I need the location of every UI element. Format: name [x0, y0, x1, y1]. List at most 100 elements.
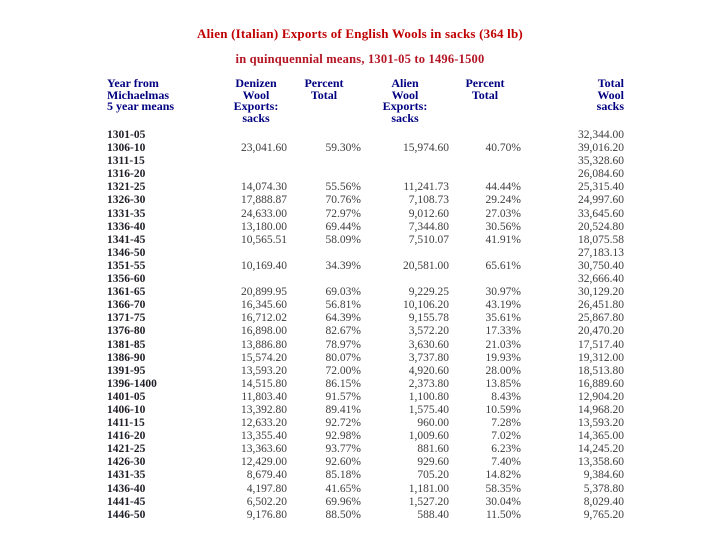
denizen-percent-cell: 86.15%	[325, 377, 361, 390]
denizen-percent-cell: 59.30%	[325, 142, 361, 155]
year-cell: 1436-40	[107, 482, 146, 495]
year-cell: 1356-60	[107, 273, 146, 286]
alien-percent-cell: 28.00%	[485, 364, 521, 377]
alien-exports-cell: 3,572.20	[408, 325, 449, 338]
alien-percent-cell: 29.24%	[485, 194, 521, 207]
denizen-percent-cell: 56.81%	[325, 299, 361, 312]
wool-exports-table: Year from Michaelmas 5 year means Denize…	[107, 76, 624, 522]
alien-exports-cell: 705.20	[417, 469, 449, 482]
alien-exports-cell: 10,106.20	[403, 299, 449, 312]
alien-percent-cell: 35.61%	[485, 312, 521, 325]
table-row: 1321-25 14,074.30 55.56% 11,241.73 44.44% 25,…	[107, 181, 624, 194]
total-cell: 30,129.20	[578, 286, 624, 299]
total-cell: 14,245.20	[578, 443, 624, 456]
table-row: 1446-50 9,176.80 88.50% 588.40 11.50% 9,765.2…	[107, 509, 624, 522]
alien-percent-cell: 7.40%	[491, 456, 521, 469]
alien-percent-cell: 30.04%	[485, 495, 521, 508]
total-cell: 25,315.40	[578, 181, 624, 194]
denizen-exports-cell: 10,169.40	[241, 259, 287, 272]
denizen-percent-cell	[287, 129, 361, 142]
denizen-percent-cell: 69.96%	[325, 495, 361, 508]
denizen-percent-cell: 92.98%	[325, 430, 361, 443]
denizen-percent-cell: 58.09%	[325, 233, 361, 246]
table-row: 1421-25 13,363.60 93.77% 881.60 6.23% 14,245.…	[107, 443, 624, 456]
alien-exports-cell: 7,108.73	[408, 194, 449, 207]
denizen-exports-cell: 20,899.95	[241, 286, 287, 299]
table-body: 1301-05 32,344.00 1306-10 23,041.60 59.30% 15…	[107, 129, 624, 522]
table-row: 1396-1400 14,515.80 86.15% 2,373.80 13.85% 16…	[107, 378, 624, 391]
denizen-percent-cell: 82.67%	[325, 325, 361, 338]
table-row: 1411-15 12,633.20 92.72% 960.00 7.28% 13,593.…	[107, 417, 624, 430]
denizen-exports-cell	[225, 129, 287, 142]
column-header-denizen-percent: Percent Total	[304, 76, 344, 102]
total-cell: 14,968.20	[578, 403, 624, 416]
alien-percent-cell	[449, 155, 521, 168]
year-cell: 1321-25	[107, 181, 146, 194]
denizen-exports-cell: 13,355.40	[241, 430, 287, 443]
total-cell: 13,358.60	[578, 456, 624, 469]
table-row: 1356-60 32,666.40	[107, 273, 624, 286]
alien-exports-cell: 20,581.00	[403, 259, 449, 272]
total-cell: 20,524.80	[578, 220, 624, 233]
year-cell: 1381-85	[107, 338, 146, 351]
alien-percent-cell: 40.70%	[485, 142, 521, 155]
alien-exports-cell	[361, 129, 449, 142]
denizen-exports-cell: 4,197.80	[246, 482, 287, 495]
year-cell: 1371-75	[107, 312, 146, 325]
denizen-percent-cell: 92.72%	[325, 417, 361, 430]
total-cell: 26,084.60	[578, 168, 624, 181]
total-cell: 5,378.80	[583, 482, 624, 495]
alien-exports-cell: 1,009.60	[408, 430, 449, 443]
denizen-exports-cell: 6,502.20	[246, 495, 287, 508]
alien-percent-cell: 43.19%	[485, 299, 521, 312]
year-cell: 1311-15	[107, 155, 145, 168]
alien-exports-cell: 1,527.20	[408, 495, 449, 508]
denizen-exports-cell: 13,886.80	[241, 338, 287, 351]
denizen-percent-cell: 34.39%	[325, 259, 361, 272]
alien-percent-cell: 10.59%	[485, 403, 521, 416]
year-cell: 1421-25	[107, 443, 146, 456]
denizen-exports-cell: 9,176.80	[246, 508, 287, 521]
column-header-total: Total Wool sacks	[596, 76, 624, 113]
table-row: 1336-40 13,180.00 69.44% 7,344.80 30.56% 20,5…	[107, 221, 624, 234]
alien-exports-cell: 881.60	[417, 443, 449, 456]
year-cell: 1386-90	[107, 351, 146, 364]
alien-exports-cell: 9,155.78	[408, 312, 449, 325]
alien-percent-cell: 6.23%	[491, 443, 521, 456]
alien-exports-cell: 960.00	[417, 417, 449, 430]
denizen-percent-cell: 80.07%	[325, 351, 361, 364]
denizen-exports-cell: 14,515.80	[241, 377, 287, 390]
total-cell: 14,365.00	[578, 430, 624, 443]
alien-percent-cell	[449, 129, 521, 142]
denizen-exports-cell: 12,633.20	[241, 417, 287, 430]
table-row: 1366-70 16,345.60 56.81% 10,106.20 43.19% 26,…	[107, 299, 624, 312]
total-cell: 12,904.20	[578, 390, 624, 403]
denizen-exports-cell: 8,679.40	[246, 469, 287, 482]
table-row: 1311-15 35,328.60	[107, 155, 624, 168]
table-row: 1326-30 17,888.87 70.76% 7,108.73 29.24% 24,9…	[107, 194, 624, 207]
table-row: 1401-05 11,803.40 91.57% 1,100.80 8.43% 12,90…	[107, 391, 624, 404]
denizen-exports-cell: 24,633.00	[241, 207, 287, 220]
denizen-percent-cell	[287, 155, 361, 168]
table-row: 1391-95 13,593.20 72.00% 4,920.60 28.00% 18,5…	[107, 365, 624, 378]
denizen-percent-cell: 91.57%	[325, 390, 361, 403]
year-cell: 1411-15	[107, 417, 145, 430]
denizen-percent-cell: 64.39%	[325, 312, 361, 325]
denizen-exports-cell: 17,888.87	[241, 194, 287, 207]
alien-percent-cell: 44.44%	[485, 181, 521, 194]
table-row: 1371-75 16,712.02 64.39% 9,155.78 35.61% 25,8…	[107, 312, 624, 325]
alien-exports-cell: 9,012.60	[408, 207, 449, 220]
year-cell: 1391-95	[107, 364, 146, 377]
denizen-exports-cell: 16,345.60	[241, 299, 287, 312]
table-row: 1346-50 27,183.13	[107, 247, 624, 260]
alien-exports-cell: 3,737.80	[408, 351, 449, 364]
denizen-percent-cell	[287, 247, 361, 260]
alien-exports-cell: 9,229.25	[408, 286, 449, 299]
year-cell: 1366-70	[107, 299, 146, 312]
table-row: 1426-30 12,429.00 92.60% 929.60 7.40% 13,358.…	[107, 456, 624, 469]
denizen-exports-cell: 14,074.30	[241, 181, 287, 194]
alien-exports-cell: 3,630.60	[408, 338, 449, 351]
total-cell: 32,344.00	[578, 129, 624, 141]
total-cell: 18,075.58	[578, 233, 624, 246]
alien-percent-cell	[449, 247, 521, 260]
